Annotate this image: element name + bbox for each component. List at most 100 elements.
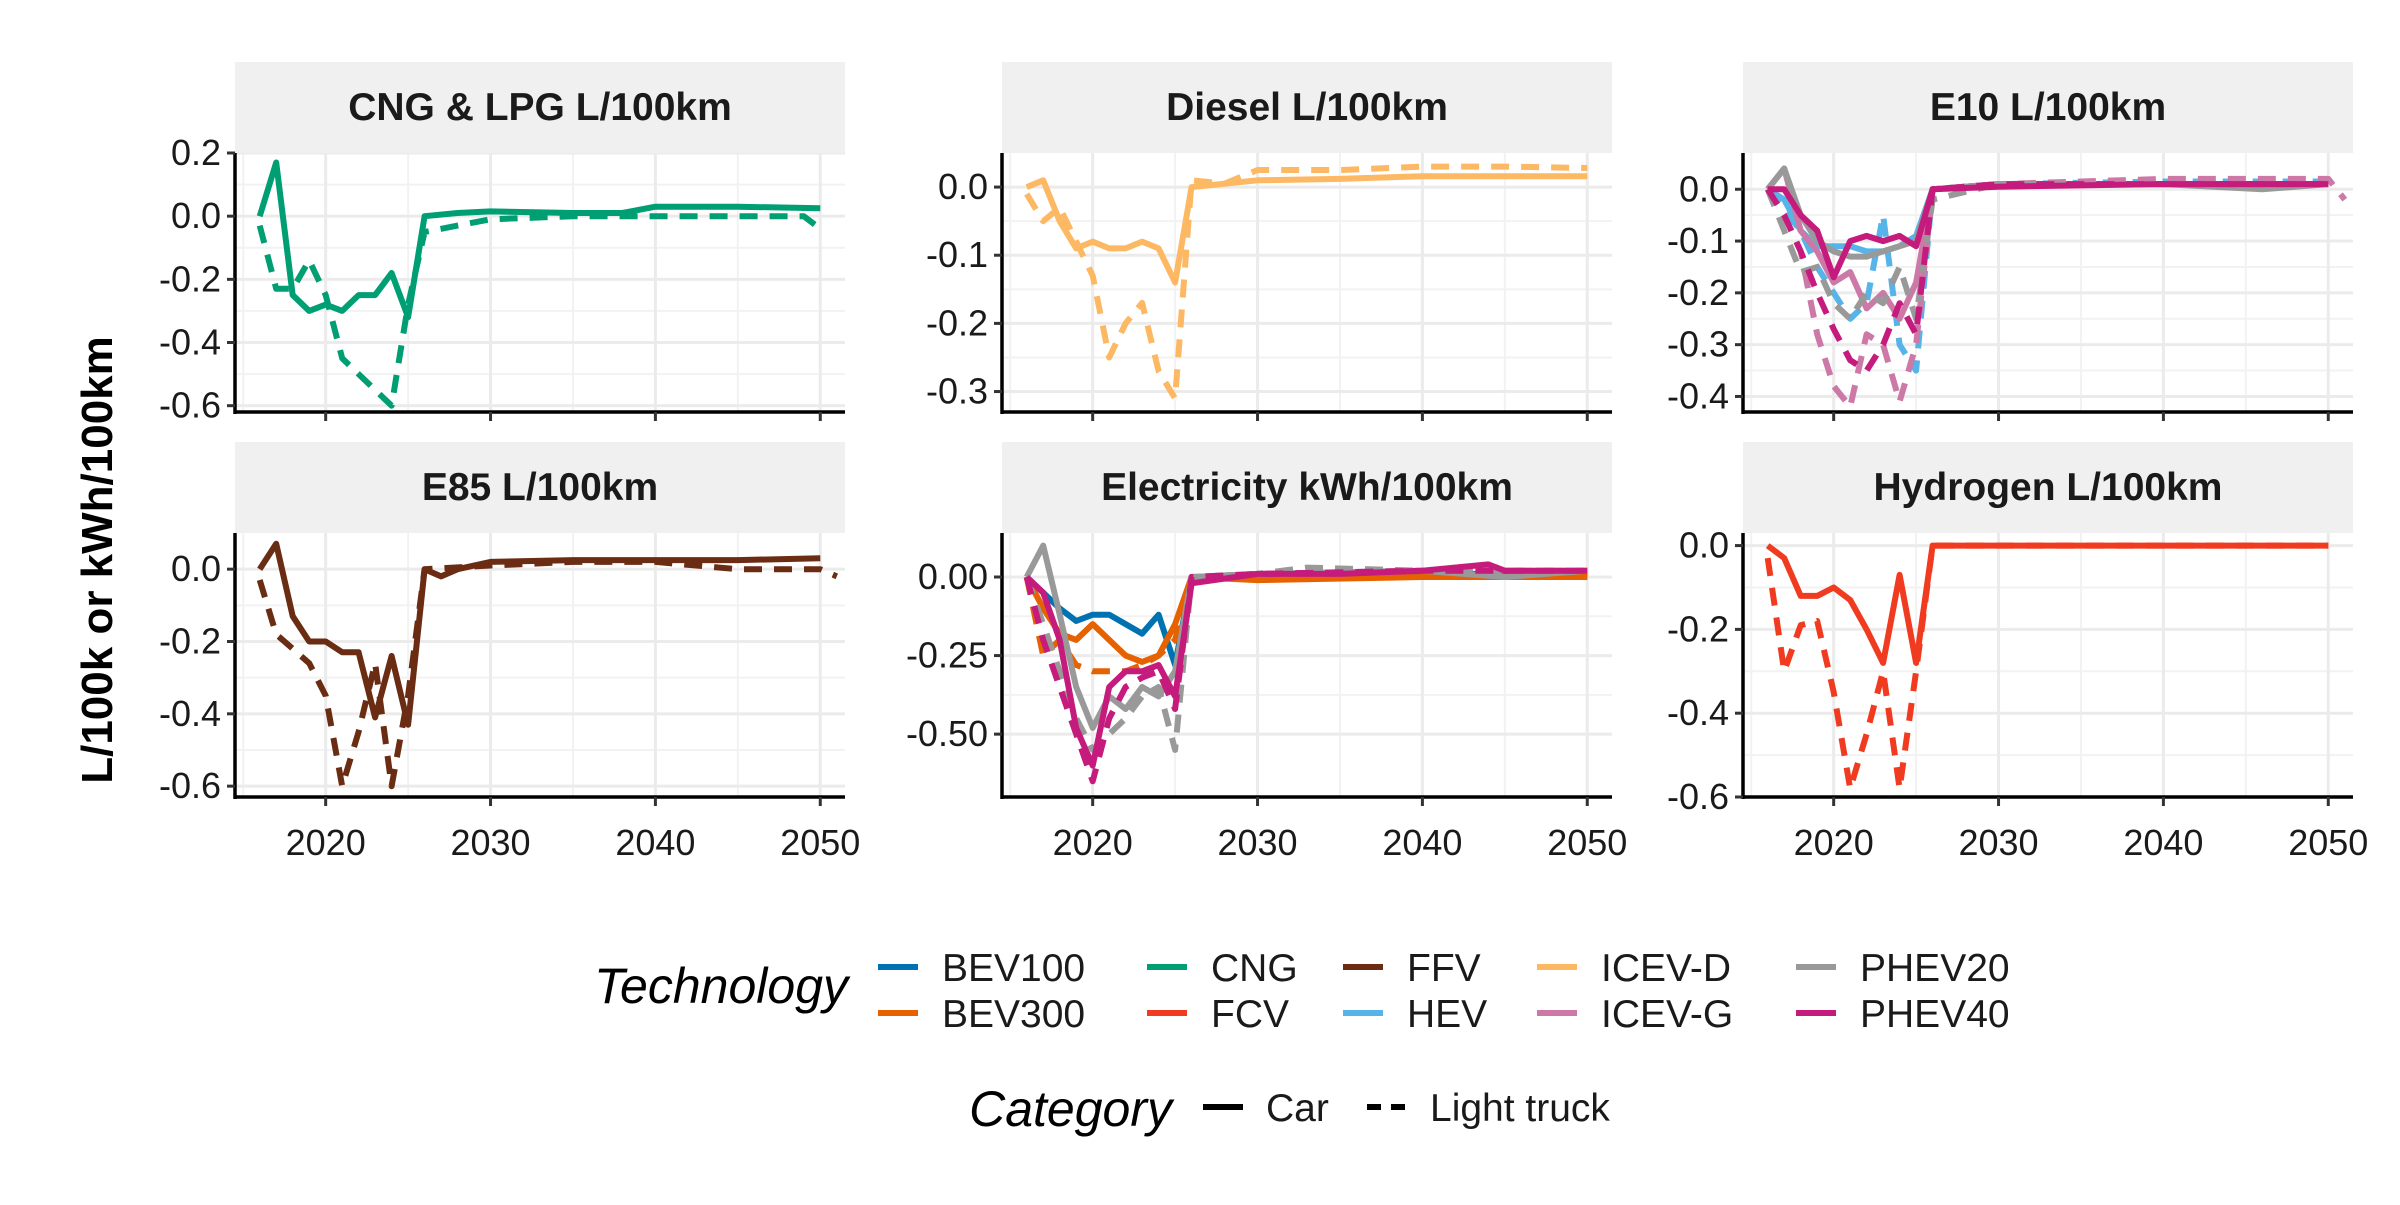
legend-item-fcv: FCV (1147, 993, 1289, 1036)
panel-diesel-l-100km-gridlines (1002, 153, 1612, 412)
panel-hydrogen-l-100km-y-tick-label: -0.4 (1667, 692, 1729, 733)
panel-hydrogen-l-100km-y-tick-label: -0.2 (1667, 608, 1729, 649)
legend-label-bev100: BEV100 (942, 947, 1085, 990)
panel-hydrogen-l-100km-line-fcv-light-truck (1764, 542, 2329, 792)
panel-diesel-l-100km-y-tick-label: 0.0 (938, 166, 988, 207)
panel-e85-l-100km-title: E85 L/100km (422, 466, 658, 509)
panel-e85-l-100km-y-tick-label: -0.2 (159, 620, 221, 661)
panel-electricity-kwh-100km-line-phev40-light-truck (1023, 567, 1588, 785)
panel-electricity-kwh-100km-line-phev20-light-truck (1023, 564, 1588, 753)
panel-diesel-l-100km-y-tick-label: -0.3 (926, 371, 988, 412)
panel-hydrogen-l-100km-x-tick-label: 2040 (2123, 822, 2203, 863)
panel-e10-l-100km-strip (1743, 62, 2353, 153)
legend-item-phev20: PHEV20 (1796, 947, 2010, 990)
panel-e85-l-100km-x-tick-label: 2040 (615, 822, 695, 863)
panel-e85-l-100km-gridlines (235, 533, 845, 797)
panel-diesel-l-100km-y-tick-label: -0.2 (926, 302, 988, 343)
legend-item-bev300: BEV300 (878, 993, 1085, 1036)
panel-electricity-kwh-100km-line-phev40-car (1024, 561, 1588, 769)
legend-label-ffv: FFV (1407, 947, 1481, 990)
panel-electricity-kwh-100km-strip (1002, 442, 1612, 533)
panel-e85-l-100km-y-tick-label: -0.6 (159, 765, 221, 806)
panel-cng-lpg-l-100km-y-tick-label: -0.2 (159, 258, 221, 299)
panel-hydrogen-l-100km-series (1764, 542, 2329, 792)
panel-cng-lpg-l-100km-strip (235, 62, 845, 153)
legend-item-hev: HEV (1343, 993, 1487, 1036)
legend-label-bev300: BEV300 (942, 993, 1085, 1036)
panel-hydrogen-l-100km-title: Hydrogen L/100km (1874, 466, 2223, 509)
panel-hydrogen-l-100km: Hydrogen L/100km 0.0 -0.2 -0.4 -0.6 2020 2030 2… (1667, 442, 2368, 863)
panel-electricity-kwh-100km-y-tick-label: 0.00 (918, 556, 988, 597)
panel-e85-l-100km-x-tick-label: 2020 (286, 822, 366, 863)
panel-hydrogen-l-100km-strip (1743, 442, 2353, 533)
panel-e10-l-100km-y-tick-label: -0.2 (1667, 272, 1729, 313)
panel-cng-lpg-l-100km: CNG & LPG L/100km 0.2 0.0 -0.2 -0.4 -0.6 (159, 62, 845, 426)
legend-item-cng: CNG (1147, 947, 1298, 990)
panel-e10-l-100km-y-tick-label: -0.3 (1667, 324, 1729, 365)
legend-item-phev40: PHEV40 (1796, 993, 2010, 1036)
legend-label-phev20: PHEV20 (1860, 947, 2010, 990)
panel-e10-l-100km-series (1764, 165, 2348, 410)
panel-electricity-kwh-100km-x-tick-label: 2030 (1217, 822, 1297, 863)
panel-e10-l-100km-gridlines (1743, 153, 2353, 412)
panel-e85-l-100km-x-tick-label: 2030 (450, 822, 530, 863)
panel-cng-lpg-l-100km-y-tick-label: 0.0 (171, 195, 221, 236)
legend-item-bev100: BEV100 (878, 947, 1085, 990)
panel-electricity-kwh-100km-title: Electricity kWh/100km (1101, 466, 1513, 509)
legend-item-ffv: FFV (1343, 947, 1481, 990)
panel-e10-l-100km: E10 L/100km 0.0 -0.1 -0.2 -0.3 -0.4 (1667, 62, 2353, 421)
legend-label-phev40: PHEV40 (1860, 993, 2010, 1036)
legend-item-icev-d: ICEV-D (1537, 947, 1731, 990)
panel-diesel-l-100km-line-icev-d-light-truck (1024, 163, 1588, 402)
facet-panels: CNG & LPG L/100km 0.2 0.0 -0.2 -0.4 -0.6 Diese… (159, 62, 2368, 863)
panel-electricity-kwh-100km-series (1023, 542, 1588, 785)
panel-hydrogen-l-100km-x-tick-label: 2050 (2288, 822, 2368, 863)
panel-cng-lpg-l-100km-y-tick-label: -0.4 (159, 322, 221, 363)
panel-e85-l-100km: E85 L/100km 0.0 -0.2 -0.4 -0.6 2020 2030 2040 20… (159, 442, 860, 863)
panel-e10-l-100km-line-phev40-light-truck (1765, 181, 2329, 374)
panel-hydrogen-l-100km-y-tick-label: -0.6 (1667, 776, 1729, 817)
legend-technology-title: Technology (594, 958, 851, 1014)
panel-e10-l-100km-y-tick-label: -0.4 (1667, 375, 1729, 416)
panel-e85-l-100km-x-tick-label: 2050 (780, 822, 860, 863)
legend-label-car: Car (1266, 1087, 1329, 1130)
panel-e85-l-100km-line-ffv-light-truck (256, 558, 838, 790)
panel-e10-l-100km-line-icev-g-light-truck (1765, 175, 2348, 410)
panel-electricity-kwh-100km-y-tick-label: -0.25 (906, 635, 988, 676)
panel-electricity-kwh-100km-x-tick-label: 2050 (1547, 822, 1627, 863)
panel-diesel-l-100km-y-tick-label: -0.1 (926, 234, 988, 275)
panel-cng-lpg-l-100km-line-cng-light-truck (256, 213, 823, 409)
panel-electricity-kwh-100km-y-tick-label: -0.50 (906, 713, 988, 754)
panel-e85-l-100km-y-tick-label: 0.0 (171, 548, 221, 589)
panel-diesel-l-100km-strip (1002, 62, 1612, 153)
legend-item-icev-g: ICEV-G (1537, 993, 1733, 1036)
panel-hydrogen-l-100km-line-fcv-car (1765, 542, 2329, 666)
legend-label-icev-g: ICEV-G (1601, 993, 1733, 1036)
legend-item-car: Car (1203, 1087, 1329, 1130)
panel-cng-lpg-l-100km-series (256, 159, 823, 409)
panel-e85-l-100km-y-tick-label: -0.4 (159, 693, 221, 734)
panel-electricity-kwh-100km-x-tick-label: 2040 (1382, 822, 1462, 863)
panel-e85-l-100km-strip (235, 442, 845, 533)
panel-cng-lpg-l-100km-y-tick-label: -0.6 (159, 385, 221, 426)
panel-hydrogen-l-100km-x-tick-label: 2020 (1794, 822, 1874, 863)
panel-e85-l-100km-line-ffv-car (257, 540, 821, 728)
legend-label-fcv: FCV (1211, 993, 1289, 1036)
panel-e10-l-100km-y-tick-label: -0.1 (1667, 220, 1729, 261)
panel-hydrogen-l-100km-y-tick-label: 0.0 (1679, 525, 1729, 566)
panel-hydrogen-l-100km-x-tick-label: 2030 (1958, 822, 2038, 863)
panel-e85-l-100km-series (256, 540, 838, 790)
panel-electricity-kwh-100km-x-tick-label: 2020 (1053, 822, 1133, 863)
panel-cng-lpg-l-100km-line-cng-car (256, 159, 821, 321)
panel-diesel-l-100km-title: Diesel L/100km (1166, 86, 1448, 129)
panel-e10-l-100km-title: E10 L/100km (1930, 86, 2166, 129)
legend-label-light-truck: Light truck (1430, 1087, 1610, 1130)
panel-e10-l-100km-y-tick-label: 0.0 (1679, 168, 1729, 209)
panel-cng-lpg-l-100km-y-tick-label: 0.2 (171, 132, 221, 173)
legend-item-light-truck: Light truck (1367, 1087, 1610, 1130)
panel-diesel-l-100km-line-icev-d-car (1025, 173, 1588, 286)
y-axis-title: L/100k or kWh/100km (73, 336, 122, 784)
